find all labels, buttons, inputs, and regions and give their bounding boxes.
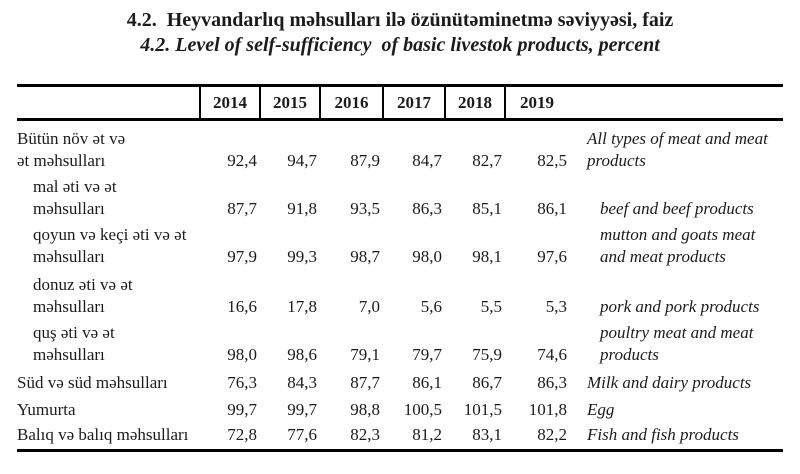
- row-label-en: All types of meat and meat products: [587, 128, 768, 170]
- table-row: Bütün növ ət və ət məhsulları 92,4 94,7 …: [17, 120, 783, 175]
- self-sufficiency-table: 2014 2015 2016 2017 2018 2019 Bütün növ …: [17, 84, 783, 452]
- value-cell: 99,7: [227, 399, 257, 419]
- table-row: quş əti və ət məhsulları 98,0 98,6 79,1 …: [17, 321, 783, 369]
- table-row: Balıq və balıq məhsulları 72,8 77,6 82,3…: [17, 423, 783, 452]
- value-cell: 87,7: [350, 372, 380, 392]
- value-cell: 85,1: [472, 198, 502, 218]
- value-cell: 94,7: [287, 150, 317, 170]
- row-label-en: Fish and fish products: [570, 423, 783, 452]
- value-cell: 5,6: [420, 296, 442, 316]
- table-row: Yumurta 99,7 99,7 98,8 100,5 101,5 101,8…: [17, 397, 783, 424]
- title-english: 4.2. Level of self-sufficiency of basic …: [140, 34, 660, 56]
- value-cell: 86,1: [537, 198, 567, 218]
- row-label-az: quş əti və ət məhsulları: [33, 322, 115, 364]
- value-cell: 97,6: [537, 246, 567, 266]
- value-cell: 93,5: [350, 198, 380, 218]
- year-header-2015: 2015: [259, 84, 320, 121]
- value-cell: 7,0: [358, 296, 380, 316]
- row-label-en: Milk and dairy products: [587, 372, 752, 392]
- table-row: mal əti və ət məhsulları 87,7 91,8 93,5 …: [17, 175, 783, 223]
- year-header-2017: 2017: [382, 84, 445, 121]
- table-row: Süd və süd məhsulları 76,3 84,3 87,7 86,…: [17, 369, 783, 397]
- value-cell: 17,8: [287, 296, 317, 316]
- value-cell: 86,1: [412, 372, 442, 392]
- value-cell: 79,7: [412, 344, 442, 364]
- row-label-az: donuz əti və ət məhsulları: [33, 274, 133, 316]
- title-azerbaijani: 4.2. Heyvandarlıq məhsulları ilə özünütə…: [126, 9, 674, 31]
- value-cell: 74,6: [537, 344, 567, 364]
- value-cell: 100,5: [403, 399, 442, 419]
- row-label-en: beef and beef products: [600, 198, 754, 218]
- value-cell: 82,7: [472, 150, 502, 170]
- value-cell: 81,2: [383, 423, 445, 452]
- table-header-row: 2014 2015 2016 2017 2018 2019: [17, 84, 783, 121]
- value-cell: 99,7: [287, 399, 317, 419]
- year-header-2019: 2019: [504, 84, 783, 121]
- value-cell: 98,0: [227, 344, 257, 364]
- row-label-az: Balıq və balıq məhsulları: [17, 423, 200, 452]
- value-cell: 98,6: [287, 344, 317, 364]
- value-cell: 98,0: [412, 246, 442, 266]
- year-header-2018: 2018: [444, 84, 505, 121]
- year-header-2016: 2016: [319, 84, 383, 121]
- row-label-az: Yumurta: [17, 399, 76, 419]
- value-cell: 87,7: [227, 198, 257, 218]
- row-label-az: Bütün növ ət və ət məhsulları: [17, 128, 126, 170]
- row-label-en: pork and pork products: [600, 296, 760, 316]
- row-label-en: Egg: [587, 399, 615, 419]
- value-cell: 72,8: [200, 423, 260, 452]
- value-cell: 5,3: [545, 296, 567, 316]
- value-cell: 84,3: [287, 372, 317, 392]
- value-cell: 86,3: [537, 372, 567, 392]
- value-cell: 77,6: [260, 423, 320, 452]
- value-cell: 101,8: [528, 399, 567, 419]
- row-label-az: mal əti və ət məhsulları: [33, 176, 117, 218]
- value-cell: 82,2: [505, 423, 570, 452]
- value-cell: 82,3: [320, 423, 383, 452]
- year-header-2014: 2014: [199, 84, 260, 121]
- value-cell: 16,6: [227, 296, 257, 316]
- value-cell: 86,3: [412, 198, 442, 218]
- table-title-block: 4.2. Heyvandarlıq məhsulları ilə özünütə…: [0, 0, 800, 58]
- value-cell: 84,7: [412, 150, 442, 170]
- value-cell: 98,1: [472, 246, 502, 266]
- value-cell: 79,1: [350, 344, 380, 364]
- value-cell: 98,7: [350, 246, 380, 266]
- table-row: qoyun və keçi əti və ət məhsulları 97,9 …: [17, 223, 783, 271]
- row-label-en: poultry meat and meat products: [600, 322, 754, 364]
- value-cell: 5,5: [480, 296, 502, 316]
- value-cell: 92,4: [227, 150, 257, 170]
- row-label-az: qoyun və keçi əti və ət məhsulları: [33, 224, 187, 266]
- value-cell: 91,8: [287, 198, 317, 218]
- value-cell: 101,5: [463, 399, 502, 419]
- value-cell: 87,9: [350, 150, 380, 170]
- value-cell: 99,3: [287, 246, 317, 266]
- table-row: donuz əti və ət məhsulları 16,6 17,8 7,0…: [17, 271, 783, 321]
- value-cell: 82,5: [537, 150, 567, 170]
- row-label-en: mutton and goats meat and meat products: [600, 224, 756, 266]
- value-cell: 97,9: [227, 246, 257, 266]
- label-column-header: [17, 84, 200, 121]
- value-cell: 75,9: [472, 344, 502, 364]
- row-label-az: Süd və süd məhsulları: [17, 372, 168, 392]
- value-cell: 98,8: [350, 399, 380, 419]
- value-cell: 76,3: [227, 372, 257, 392]
- value-cell: 83,1: [445, 423, 505, 452]
- value-cell: 86,7: [472, 372, 502, 392]
